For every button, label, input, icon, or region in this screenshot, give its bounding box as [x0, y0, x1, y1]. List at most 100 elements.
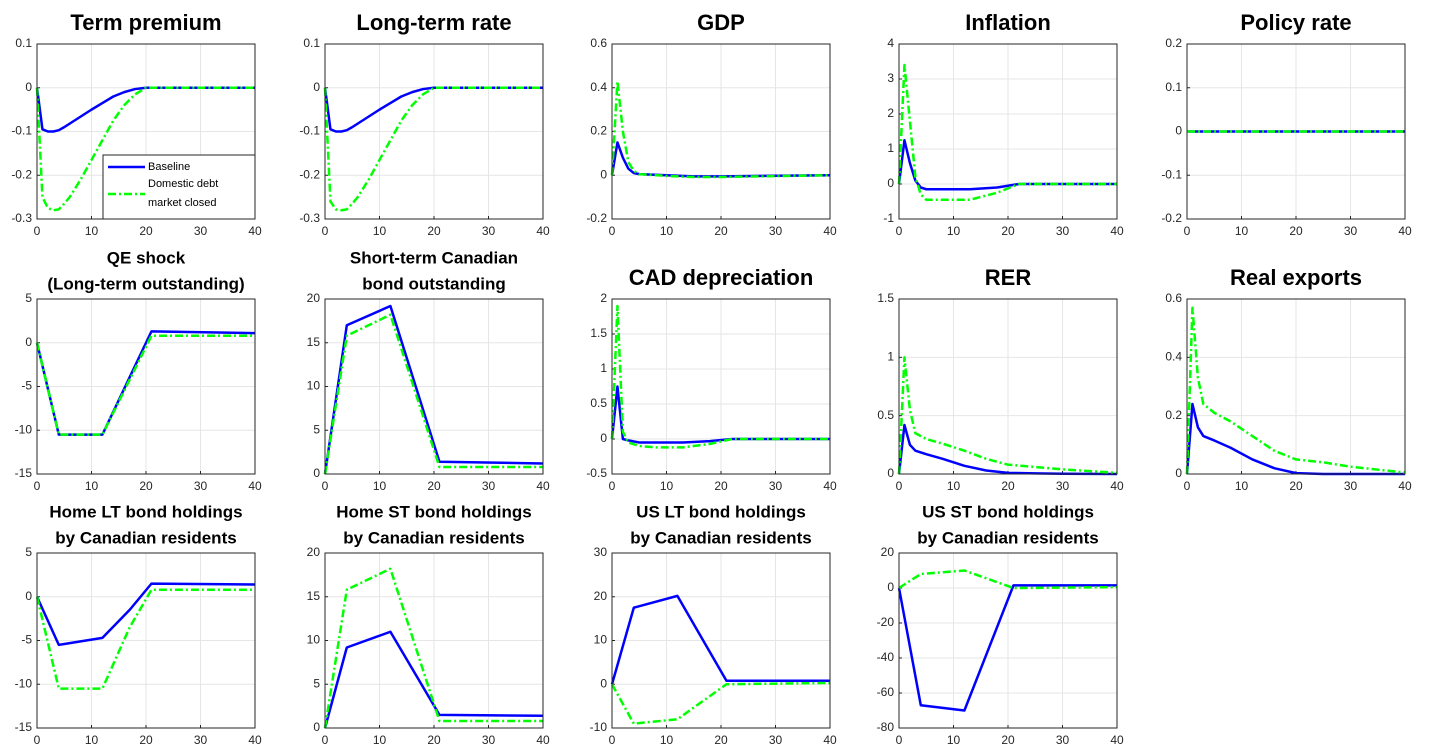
panel-title: Home ST bond holdings: [336, 502, 531, 521]
panel-title: US ST bond holdings: [922, 502, 1094, 521]
axes-box: [611, 552, 831, 729]
axes-box: [1186, 298, 1406, 475]
x-tick-label: 0: [322, 733, 329, 747]
x-tick-label: 40: [536, 224, 550, 238]
y-tick-label: 0: [1175, 466, 1182, 480]
y-tick-label: 0.1: [15, 36, 32, 50]
y-tick-label: -40: [877, 650, 895, 664]
x-tick-label: 10: [85, 479, 99, 493]
x-tick-label: 20: [139, 733, 153, 747]
panel-title: Real exports: [1230, 265, 1362, 290]
y-tick-label: 20: [881, 545, 895, 559]
x-tick-label: 0: [34, 479, 41, 493]
series-line: [610, 385, 830, 444]
y-tick-label: 30: [594, 545, 608, 559]
axes-box: [898, 552, 1118, 729]
x-tick-label: 10: [373, 224, 387, 238]
x-tick-label: 10: [947, 733, 961, 747]
x-tick-label: 20: [427, 479, 441, 493]
panel-title: by Canadian residents: [917, 528, 1098, 547]
x-tick-label: 40: [536, 479, 550, 493]
y-tick-label: -0.2: [586, 211, 607, 225]
series-line: [323, 313, 543, 475]
x-tick-label: 10: [947, 224, 961, 238]
axes-box: [898, 43, 1118, 220]
axes-box: [611, 298, 831, 475]
x-tick-label: 30: [482, 224, 496, 238]
panel-title: bond outstanding: [362, 274, 506, 293]
y-tick-label: 0: [887, 466, 894, 480]
x-tick-label: 20: [1289, 479, 1303, 493]
x-tick-label: 20: [1001, 733, 1015, 747]
y-tick-label: -20: [877, 615, 895, 629]
y-tick-label: -60: [877, 685, 895, 699]
panel: 0 10 20 30 40 -80 -60 -40 -20 0 20 US ST bond holdi…: [877, 502, 1124, 747]
panel: 0 10 20 30 40 -15 -10 -5 0 5 Home LT bond holdings…: [15, 502, 262, 747]
y-tick-label: -0.3: [11, 211, 32, 225]
panel-title: by Canadian residents: [630, 528, 811, 547]
x-tick-label: 30: [769, 224, 783, 238]
x-tick-label: 0: [609, 733, 616, 747]
x-tick-label: 10: [1235, 224, 1249, 238]
series-line: [897, 139, 1117, 191]
y-tick-label: 15: [307, 589, 321, 603]
y-tick-label: 0.6: [590, 36, 607, 50]
axes-box: [324, 552, 544, 729]
y-tick-label: -0.3: [299, 211, 320, 225]
x-tick-label: 10: [373, 479, 387, 493]
series-line: [897, 356, 1118, 475]
series-line: [35, 330, 256, 436]
x-tick-label: 10: [373, 733, 387, 747]
x-tick-label: 10: [1235, 479, 1249, 493]
x-tick-label: 30: [1056, 479, 1070, 493]
panel-title: QE shock: [107, 248, 186, 267]
x-tick-label: 40: [1398, 224, 1412, 238]
y-tick-label: -80: [877, 720, 895, 734]
y-tick-label: 1: [887, 141, 894, 155]
y-tick-label: 5: [313, 676, 320, 690]
x-tick-label: 30: [194, 224, 208, 238]
panel-title: RER: [985, 265, 1032, 290]
x-tick-label: 20: [714, 479, 728, 493]
y-tick-label: -0.2: [299, 167, 320, 181]
panel-title: Short-term Canadian: [350, 248, 518, 267]
y-tick-label: 0: [25, 80, 32, 94]
y-tick-label: 1.5: [877, 291, 894, 305]
x-tick-label: 20: [714, 733, 728, 747]
legend-box: [102, 154, 256, 220]
x-tick-label: 20: [714, 224, 728, 238]
y-tick-label: 0: [313, 80, 320, 94]
series-line: [35, 588, 255, 690]
x-tick-label: 0: [896, 733, 903, 747]
x-tick-label: 0: [1184, 479, 1191, 493]
series-line: [610, 681, 831, 725]
x-tick-label: 0: [322, 224, 329, 238]
panel-title: Home LT bond holdings: [49, 502, 242, 521]
panel: 0 10 20 30 40 0 5 10 15 20 Short-term Canadian bond…: [307, 248, 550, 493]
y-tick-label: 0: [1175, 124, 1182, 138]
series-line: [35, 86, 255, 212]
series-line: [897, 63, 1117, 201]
y-tick-label: 3: [887, 71, 894, 85]
axes-box: [36, 552, 256, 729]
y-tick-label: 0.1: [1165, 80, 1182, 94]
x-tick-label: 10: [947, 479, 961, 493]
x-tick-label: 0: [609, 224, 616, 238]
y-tick-label: 2: [600, 291, 607, 305]
panel-title: (Long-term outstanding): [47, 274, 244, 293]
x-tick-label: 0: [34, 733, 41, 747]
y-tick-label: 0.6: [1165, 291, 1182, 305]
legend-entry: Domestic debt market closed: [148, 178, 218, 209]
x-tick-label: 30: [769, 733, 783, 747]
y-tick-label: -0.1: [11, 124, 32, 138]
y-tick-label: -0.1: [1161, 167, 1182, 181]
panel: 0 10 20 30 40 0 0.5 1 1.5 RER: [877, 265, 1124, 493]
x-tick-label: 10: [660, 224, 674, 238]
y-tick-label: -0.2: [11, 167, 32, 181]
panel-title: CAD depreciation: [629, 265, 814, 290]
panel-title: Policy rate: [1240, 10, 1351, 35]
x-tick-label: 30: [482, 733, 496, 747]
y-tick-label: 0: [313, 466, 320, 480]
